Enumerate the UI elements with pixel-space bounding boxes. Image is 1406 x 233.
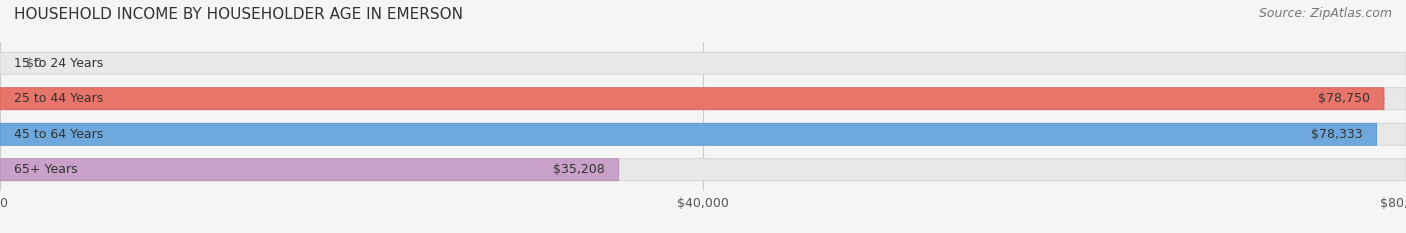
Text: HOUSEHOLD INCOME BY HOUSEHOLDER AGE IN EMERSON: HOUSEHOLD INCOME BY HOUSEHOLDER AGE IN E… — [14, 7, 463, 22]
Text: $78,750: $78,750 — [1317, 92, 1369, 105]
Text: $0: $0 — [27, 57, 42, 70]
Text: 15 to 24 Years: 15 to 24 Years — [14, 57, 103, 70]
Text: 25 to 44 Years: 25 to 44 Years — [14, 92, 103, 105]
Text: Source: ZipAtlas.com: Source: ZipAtlas.com — [1258, 7, 1392, 20]
Text: 65+ Years: 65+ Years — [14, 163, 77, 176]
Text: $78,333: $78,333 — [1310, 128, 1362, 141]
Text: 45 to 64 Years: 45 to 64 Years — [14, 128, 103, 141]
FancyBboxPatch shape — [0, 123, 1376, 145]
FancyBboxPatch shape — [0, 52, 1406, 74]
FancyBboxPatch shape — [0, 123, 1406, 145]
FancyBboxPatch shape — [0, 159, 1406, 181]
FancyBboxPatch shape — [0, 159, 619, 181]
FancyBboxPatch shape — [0, 88, 1406, 110]
FancyBboxPatch shape — [0, 88, 1384, 110]
Text: $35,208: $35,208 — [553, 163, 605, 176]
